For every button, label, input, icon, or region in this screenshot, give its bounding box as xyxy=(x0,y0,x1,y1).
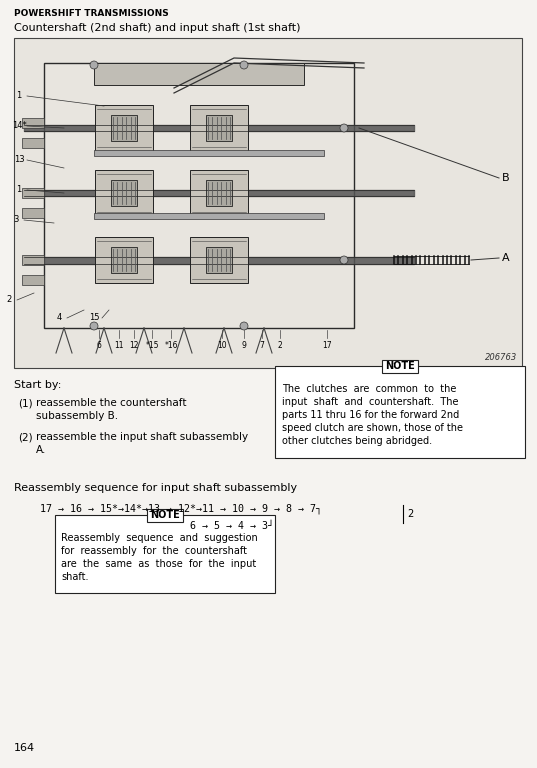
Bar xyxy=(94,213,324,219)
Text: POWERSHIFT TRANSMISSIONS: POWERSHIFT TRANSMISSIONS xyxy=(14,9,169,18)
Text: 164: 164 xyxy=(14,743,35,753)
Circle shape xyxy=(340,256,348,264)
Bar xyxy=(206,247,232,273)
Bar xyxy=(111,180,137,206)
Text: 10: 10 xyxy=(217,342,227,350)
Text: 7: 7 xyxy=(259,342,264,350)
Text: NOTE: NOTE xyxy=(385,361,415,371)
Text: 9: 9 xyxy=(242,342,246,350)
Text: 6: 6 xyxy=(97,342,101,350)
Bar xyxy=(206,115,232,141)
Text: 3: 3 xyxy=(13,216,19,224)
Text: *15: *15 xyxy=(145,342,159,350)
Circle shape xyxy=(240,61,248,69)
Text: Reassembly  sequence  and  suggestion
for  reassembly  for  the  countershaft
ar: Reassembly sequence and suggestion for r… xyxy=(61,533,258,582)
Bar xyxy=(22,118,44,128)
Bar xyxy=(147,508,183,521)
Text: 14*: 14* xyxy=(12,121,26,131)
Bar xyxy=(22,138,44,148)
Text: 12: 12 xyxy=(129,342,139,350)
Bar xyxy=(111,247,137,273)
Bar xyxy=(382,359,418,372)
Text: reassemble the countershaft
subassembly B.: reassemble the countershaft subassembly … xyxy=(36,398,186,421)
Bar xyxy=(190,105,248,151)
Text: 6 → 5 → 4 → 3┘: 6 → 5 → 4 → 3┘ xyxy=(190,521,274,531)
Bar xyxy=(382,359,418,372)
Text: 1: 1 xyxy=(16,91,21,101)
Text: B: B xyxy=(502,173,510,183)
Text: Countershaft (2nd shaft) and input shaft (1st shaft): Countershaft (2nd shaft) and input shaft… xyxy=(14,23,301,33)
Bar xyxy=(95,237,153,283)
Bar xyxy=(14,38,522,368)
Bar xyxy=(94,150,324,156)
Text: *16: *16 xyxy=(164,342,178,350)
Circle shape xyxy=(340,124,348,132)
Text: 13: 13 xyxy=(13,155,24,164)
Text: Reassembly sequence for input shaft subassembly: Reassembly sequence for input shaft suba… xyxy=(14,483,297,493)
Text: 4: 4 xyxy=(56,313,62,323)
Text: 2: 2 xyxy=(407,509,413,519)
Bar xyxy=(206,180,232,206)
Bar xyxy=(22,188,44,198)
Text: (2): (2) xyxy=(18,432,33,442)
Bar xyxy=(22,255,44,265)
Bar xyxy=(44,63,354,328)
Bar xyxy=(275,366,525,458)
Text: 17: 17 xyxy=(322,342,332,350)
Text: (1): (1) xyxy=(18,398,33,408)
Bar xyxy=(190,170,248,216)
Text: 11: 11 xyxy=(114,342,124,350)
Bar xyxy=(94,63,304,85)
Text: 15: 15 xyxy=(89,313,99,323)
Text: The  clutches  are  common  to  the
input  shaft  and  countershaft.  The
parts : The clutches are common to the input sha… xyxy=(282,384,463,446)
Circle shape xyxy=(90,322,98,330)
Bar xyxy=(190,237,248,283)
Text: 1: 1 xyxy=(16,186,21,194)
Bar xyxy=(22,208,44,218)
Text: 206763: 206763 xyxy=(485,353,517,362)
Text: NOTE: NOTE xyxy=(150,510,180,520)
Text: Start by:: Start by: xyxy=(14,380,61,390)
Bar xyxy=(111,115,137,141)
Text: reassemble the input shaft subassembly
A.: reassemble the input shaft subassembly A… xyxy=(36,432,248,455)
Text: A: A xyxy=(502,253,510,263)
Bar xyxy=(95,170,153,216)
Text: 17 → 16 → 15*→14*→13 → 12*→11 → 10 → 9 → 8 → 7┐: 17 → 16 → 15*→14*→13 → 12*→11 → 10 → 9 →… xyxy=(40,503,322,514)
Bar xyxy=(147,508,183,521)
Bar xyxy=(95,105,153,151)
Bar xyxy=(55,515,275,593)
Bar xyxy=(22,275,44,285)
Circle shape xyxy=(90,61,98,69)
Circle shape xyxy=(240,322,248,330)
Text: 2: 2 xyxy=(6,296,12,304)
Text: 2: 2 xyxy=(278,342,282,350)
